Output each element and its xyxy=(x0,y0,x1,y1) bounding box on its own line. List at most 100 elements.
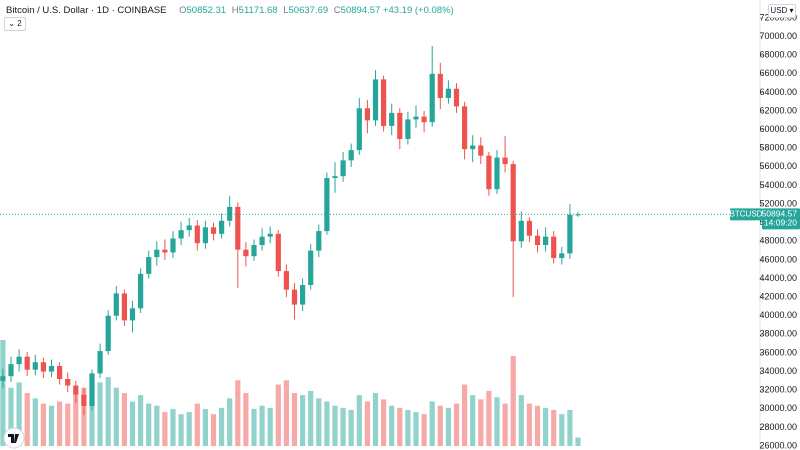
candle-body xyxy=(154,249,160,258)
candle-body xyxy=(462,106,468,150)
candle-body xyxy=(16,356,22,365)
candle-body xyxy=(105,315,111,352)
volume-bar xyxy=(235,380,241,446)
candle-body xyxy=(405,119,411,139)
candle-body xyxy=(445,88,451,99)
candle-layer xyxy=(0,45,760,416)
candle-body xyxy=(470,145,476,150)
volume-bar xyxy=(251,408,257,446)
volume-bar xyxy=(308,390,314,446)
volume-bar xyxy=(348,409,354,446)
volume-bar xyxy=(413,412,419,446)
volume-bar xyxy=(356,395,362,446)
candle-body xyxy=(486,155,492,190)
currency-button[interactable]: USD ▾ xyxy=(768,4,796,18)
candle-body xyxy=(259,236,265,246)
candle-body xyxy=(57,365,63,380)
indicators-toggle[interactable]: ⌄ 2 xyxy=(4,17,26,31)
candle-body xyxy=(543,236,549,246)
y-tick-label: 64000.00 xyxy=(759,87,797,97)
y-tick-label: 26000.00 xyxy=(759,440,797,450)
y-tick-label: 46000.00 xyxy=(759,254,797,264)
y-tick-label: 58000.00 xyxy=(759,143,797,153)
candle-body xyxy=(162,249,168,253)
y-tick-label: 60000.00 xyxy=(759,124,797,134)
candle-body xyxy=(356,108,362,151)
candle-body xyxy=(348,150,354,161)
y-tick-label: 68000.00 xyxy=(759,50,797,60)
price-axis: 26000.00 28000.00 30000.00 32000.00 34000.00… xyxy=(730,12,800,450)
candle-body xyxy=(381,79,387,126)
candle-body xyxy=(40,362,46,372)
volume-bar xyxy=(154,405,160,446)
volume-bar xyxy=(470,395,476,446)
volume-bar xyxy=(397,407,403,446)
candle-body xyxy=(526,220,532,236)
volume-bar xyxy=(332,405,338,446)
y-tick-label: 30000.00 xyxy=(759,403,797,413)
volume-bar xyxy=(445,407,451,446)
volume-bar xyxy=(275,384,281,446)
volume-bar xyxy=(316,398,322,446)
volume-bar xyxy=(227,398,233,446)
volume-bar xyxy=(57,401,63,446)
volume-bar xyxy=(534,405,541,446)
volume-bar xyxy=(16,382,22,446)
candle-body xyxy=(219,220,225,234)
volume-bar xyxy=(24,393,30,446)
candle-body xyxy=(324,178,330,232)
volume-layer xyxy=(0,340,581,446)
candle-body xyxy=(251,245,257,257)
currency: USD xyxy=(770,6,788,15)
y-tick-label: 48000.00 xyxy=(759,236,797,246)
ohlc-value: 50637.69 xyxy=(288,5,329,16)
volume-bar xyxy=(429,401,435,446)
y-tick-label: 36000.00 xyxy=(759,347,797,357)
volume-bar xyxy=(219,407,225,446)
volume-bar xyxy=(186,412,192,446)
candle-body xyxy=(372,79,379,121)
y-tick-label: 56000.00 xyxy=(759,161,797,171)
volume-bar xyxy=(259,405,265,446)
candle-body xyxy=(575,214,581,216)
volume-bar xyxy=(300,395,306,446)
candle-body xyxy=(364,108,370,121)
candle-body xyxy=(178,230,184,239)
ohlc-letter: C xyxy=(333,5,341,16)
volume-bar xyxy=(73,395,79,446)
candle-body xyxy=(97,351,103,374)
candle-body xyxy=(65,379,71,386)
volume-bar xyxy=(291,393,298,446)
candle-body xyxy=(510,164,516,242)
volume-bar xyxy=(194,403,200,446)
symbol-label: BTCUSD xyxy=(730,209,763,218)
y-tick-label: 40000.00 xyxy=(759,310,797,320)
candle-body xyxy=(210,227,217,234)
candle-body xyxy=(308,250,314,286)
candle-body xyxy=(494,157,500,190)
volume-bar xyxy=(81,387,87,446)
ohlc-value: 50894.57 xyxy=(340,5,381,16)
volume-bar xyxy=(146,403,152,446)
candle-body xyxy=(429,73,435,123)
y-tick-label: 62000.00 xyxy=(759,105,797,115)
countdown: 14:09:20 xyxy=(764,218,797,228)
volume-bar xyxy=(105,377,111,446)
candle-body xyxy=(502,157,508,165)
volume-bar xyxy=(210,414,217,446)
candle-body xyxy=(267,233,273,237)
candle-body xyxy=(24,356,30,370)
candle-body xyxy=(291,289,298,305)
volume-bar xyxy=(502,403,508,446)
y-tick-label: 52000.00 xyxy=(759,198,797,208)
candle-body xyxy=(397,112,403,139)
volume-bar xyxy=(267,407,273,446)
y-tick-label: 70000.00 xyxy=(759,31,797,41)
volume-bar xyxy=(462,384,468,446)
volume-bar xyxy=(121,393,127,446)
candle-body xyxy=(0,376,6,381)
volume-bar xyxy=(381,399,387,446)
candle-body xyxy=(129,308,136,321)
